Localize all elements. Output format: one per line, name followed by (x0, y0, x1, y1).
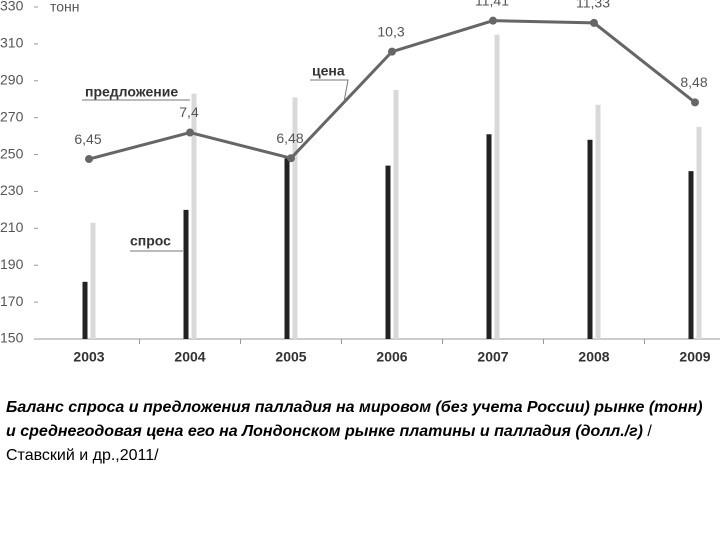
caption-source: /Ставский и др.,2011/ (6, 423, 652, 464)
data-label: 11,41 (475, 0, 509, 8)
price-point (287, 154, 295, 163)
bar (183, 209, 189, 339)
bar (284, 158, 290, 339)
legend-label: цена (312, 63, 345, 79)
y-tick-label: 190 (0, 256, 24, 272)
y-tick-label: 250 (0, 145, 24, 161)
y-tick-label: 270 (0, 108, 24, 124)
data-label: 7,4 (179, 104, 199, 120)
x-tick-label: 2006 (376, 349, 407, 365)
bar (191, 93, 197, 339)
y-unit: тонн (50, 0, 80, 15)
data-label: 8,48 (680, 74, 707, 90)
price-point (388, 47, 396, 56)
bar (696, 126, 702, 339)
legend-label: предложение (85, 84, 178, 100)
x-tick-label: 2009 (679, 349, 710, 365)
x-tick-label: 2003 (73, 349, 104, 365)
legend-leader (310, 79, 349, 103)
data-label: 11,33 (576, 0, 610, 11)
legend-label: спрос (130, 233, 171, 249)
bar (393, 90, 399, 339)
caption-main: Баланс спроса и предложения палладия на … (6, 399, 703, 440)
bar (90, 222, 96, 339)
price-point (691, 98, 699, 107)
y-tick-label: 210 (0, 219, 24, 235)
price-line (88, 19, 696, 161)
chart: тонн 150 170 190 210 230 250 270 290 310 330 2003 2… (0, 0, 720, 365)
bar (494, 34, 500, 340)
bar (688, 171, 694, 339)
price-point (85, 155, 93, 164)
bar (385, 165, 391, 339)
data-label: 10,3 (377, 23, 404, 39)
bar (292, 97, 298, 339)
y-tick-label: 170 (0, 293, 24, 309)
price-point (590, 18, 598, 27)
data-label: 6,48 (276, 130, 303, 146)
price-point (489, 16, 497, 25)
bar (587, 139, 593, 339)
data-label: 6,45 (74, 131, 101, 147)
y-tick-label: 290 (0, 71, 24, 87)
x-tick-label: 2008 (578, 349, 609, 365)
y-tick-label: 310 (0, 35, 24, 51)
y-tick-label: 150 (0, 330, 24, 346)
bar (82, 281, 88, 339)
price-point (186, 128, 194, 137)
x-tick-label: 2005 (275, 349, 306, 365)
caption: Баланс спроса и предложения палладия на … (6, 396, 706, 468)
y-tick-label: 330 (0, 0, 24, 14)
x-tick-label: 2004 (174, 349, 205, 365)
bar (595, 104, 601, 339)
y-tick-label: 230 (0, 182, 24, 198)
x-tick-label: 2007 (477, 349, 508, 365)
bar (486, 134, 492, 339)
